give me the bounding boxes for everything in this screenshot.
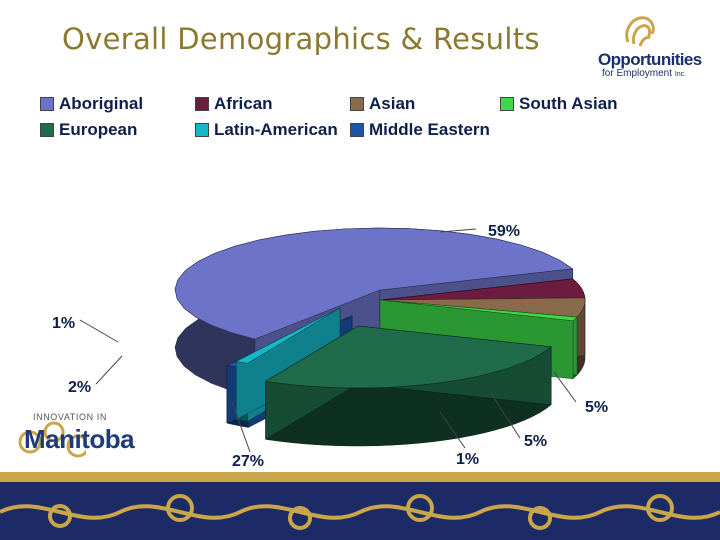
legend-label: Asian — [369, 94, 416, 113]
legend-swatch — [350, 97, 364, 111]
legend-item-south-asian: South Asian — [500, 94, 618, 114]
legend-label: Latin-American — [214, 120, 338, 139]
leader-line-latin-american — [79, 319, 119, 343]
legend-item-african: African — [195, 94, 273, 114]
legend-item-latin-american: Latin-American — [195, 120, 338, 140]
legend-swatch — [195, 123, 209, 137]
legend-swatch — [40, 123, 54, 137]
leader-line-south-asian — [439, 411, 466, 449]
legend-swatch — [500, 97, 514, 111]
legend-item-european: European — [40, 120, 137, 140]
leader-line-european — [231, 401, 251, 453]
legend-label: South Asian — [519, 94, 618, 113]
legend-swatch — [40, 97, 54, 111]
manitoba-swirl-icon — [18, 421, 86, 458]
legend-item-middle-eastern: Middle Eastern — [350, 120, 490, 140]
manitoba-tagline: INNOVATION IN — [33, 412, 107, 422]
opportunities-logo-subword: for Employment Inc. — [602, 68, 687, 79]
data-label-latin-american: 1% — [52, 315, 75, 332]
manitoba-logo: INNOVATION IN Manitoba — [16, 412, 156, 462]
legend-label: Middle Eastern — [369, 120, 490, 139]
page-title: Overall Demographics & Results — [62, 22, 540, 56]
opportunities-logo: Opportunities for Employment Inc. — [596, 12, 708, 82]
legend-label: African — [214, 94, 273, 113]
leader-line-african — [553, 371, 577, 403]
data-label-european: 27% — [232, 453, 264, 470]
data-label-african: 5% — [585, 399, 608, 416]
chart-legend: Aboriginal African Asian South Asian Europea… — [40, 94, 680, 142]
data-label-south-asian: 1% — [456, 451, 479, 468]
leader-line-asian — [489, 391, 521, 439]
hands-emblem-icon — [625, 16, 655, 47]
data-label-asian: 5% — [524, 433, 547, 450]
decorative-footer-band — [0, 472, 720, 540]
leader-line-aboriginal — [439, 228, 477, 233]
legend-label: European — [59, 120, 138, 139]
legend-swatch — [350, 123, 364, 137]
data-label-aboriginal: 59% — [488, 223, 520, 240]
manitoba-wordmark: Manitoba — [24, 424, 135, 454]
opportunities-logo-word: Opportunities — [598, 50, 702, 69]
legend-swatch — [195, 97, 209, 111]
leader-line-middle-eastern — [95, 355, 123, 385]
legend-item-asian: Asian — [350, 94, 415, 114]
data-label-middle-eastern: 2% — [68, 379, 91, 396]
pie-slice-european — [264, 325, 552, 447]
legend-item-aboriginal: Aboriginal — [40, 94, 143, 114]
legend-label: Aboriginal — [59, 94, 144, 113]
